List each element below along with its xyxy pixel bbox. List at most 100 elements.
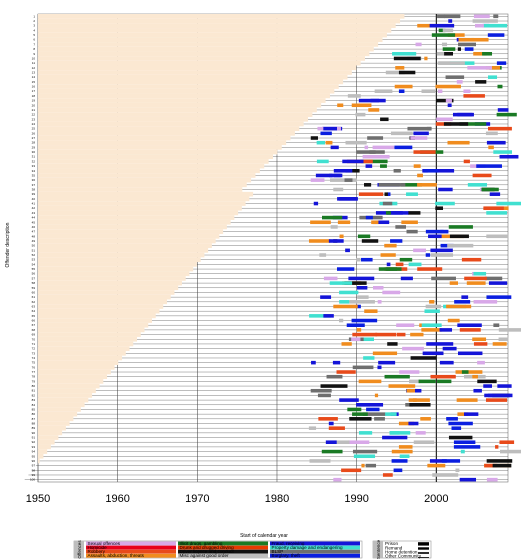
- row-label: 47: [32, 230, 36, 234]
- offence-bar: [423, 169, 438, 173]
- offence-bar: [472, 374, 479, 379]
- offence-bar: [448, 19, 453, 23]
- row-background: [38, 201, 246, 206]
- offence-bar: [315, 173, 341, 178]
- offence-bar: [449, 281, 459, 285]
- offence-bar: [400, 183, 423, 187]
- offence-bar: [358, 98, 386, 103]
- offence-bar: [410, 356, 437, 360]
- offence-bar: [358, 192, 384, 196]
- offence-bar: [467, 183, 487, 187]
- row-label: 67: [32, 323, 36, 327]
- row-label: 75: [32, 361, 36, 365]
- offence-bar: [372, 351, 398, 356]
- offence-bar: [473, 52, 487, 56]
- offence-bar: [473, 14, 490, 19]
- row-label: 40: [32, 197, 36, 201]
- row-background: [38, 98, 326, 103]
- offence-bar: [371, 220, 379, 225]
- offence-bar: [407, 211, 421, 215]
- offence-bar: [348, 276, 375, 281]
- offence-legend-label: Sexual offences: [88, 541, 121, 546]
- offence-bar: [429, 300, 435, 304]
- row-background: [38, 70, 352, 75]
- offence-bar: [320, 384, 348, 388]
- sentence-legend-label: Prison: [385, 541, 398, 546]
- x-axis-ticks: 1950 1960 1970 1980 1990 2000: [26, 493, 449, 505]
- offence-bar: [456, 398, 478, 402]
- offence-bar: [459, 477, 477, 482]
- row-background: [38, 131, 295, 136]
- offence-bar: [333, 477, 342, 482]
- offence-bar: [377, 365, 382, 370]
- row-label: 62: [32, 300, 36, 304]
- row-background: [38, 336, 138, 342]
- offence-bar: [364, 183, 372, 187]
- offence-bar: [362, 154, 390, 159]
- offence-bar: [356, 403, 370, 407]
- offence-bar: [426, 342, 454, 346]
- sentence-legend-title-bar: [373, 541, 383, 558]
- offence-bar: [347, 94, 361, 98]
- row-background: [38, 262, 197, 267]
- row-label: 99: [32, 473, 36, 477]
- offence-bar: [413, 131, 429, 136]
- row-background: [38, 248, 209, 253]
- offence-bar: [471, 37, 489, 42]
- offence-bar: [357, 295, 369, 299]
- row-label: 27: [32, 136, 36, 140]
- offence-bar: [395, 225, 407, 229]
- offence-legend-label: Misc against good order: [180, 553, 229, 558]
- offence-bar: [485, 398, 508, 402]
- row-label: 17: [32, 89, 36, 93]
- offence-bar: [316, 159, 329, 164]
- offence-bar: [395, 66, 405, 70]
- offence-bar: [378, 183, 406, 187]
- row-label: 6: [33, 38, 35, 42]
- offence-bar: [487, 33, 505, 37]
- offence-bar: [367, 136, 384, 140]
- offence-bar: [374, 89, 393, 93]
- offence-bar: [496, 112, 517, 117]
- row-background: [38, 243, 212, 248]
- row-background: [38, 74, 348, 80]
- offence-bar: [408, 398, 417, 402]
- offence-bar: [435, 122, 452, 126]
- offence-bar: [448, 421, 473, 426]
- row-label: 65: [32, 314, 36, 318]
- row-background: [38, 102, 322, 108]
- row-label: 78: [32, 375, 36, 379]
- row-background: [38, 79, 344, 85]
- offence-bar: [369, 150, 385, 154]
- offence-bar: [309, 314, 331, 318]
- offence-bar: [425, 253, 431, 257]
- row-label: 14: [32, 75, 36, 79]
- offence-bar: [446, 304, 472, 309]
- row-label: 81: [32, 389, 36, 393]
- offence-bar: [327, 440, 350, 444]
- row-background: [38, 56, 366, 61]
- offence-bar: [352, 412, 368, 416]
- offence-swatch: [178, 549, 268, 554]
- offence-swatch: [270, 541, 360, 546]
- offence-bar: [387, 192, 391, 196]
- row-label: 19: [32, 99, 36, 103]
- offence-bar: [384, 243, 397, 248]
- offence-bar: [473, 300, 498, 304]
- offence-bar: [431, 276, 456, 281]
- offence-bar: [447, 243, 474, 248]
- offence-bar: [333, 187, 344, 192]
- offence-bar: [464, 47, 474, 51]
- offence-bar: [413, 440, 435, 444]
- row-label: 74: [32, 356, 36, 360]
- offence-bar: [473, 342, 488, 346]
- offence-bar: [364, 309, 378, 313]
- sentence-legend-label: Remand: [385, 545, 403, 550]
- offence-bar: [352, 332, 378, 337]
- offence-bar: [438, 187, 453, 192]
- offence-bar: [499, 154, 519, 159]
- row-label: 28: [32, 141, 36, 145]
- offence-bar: [393, 56, 421, 61]
- row-label: 54: [32, 262, 36, 266]
- offender-rows: [24, 14, 508, 480]
